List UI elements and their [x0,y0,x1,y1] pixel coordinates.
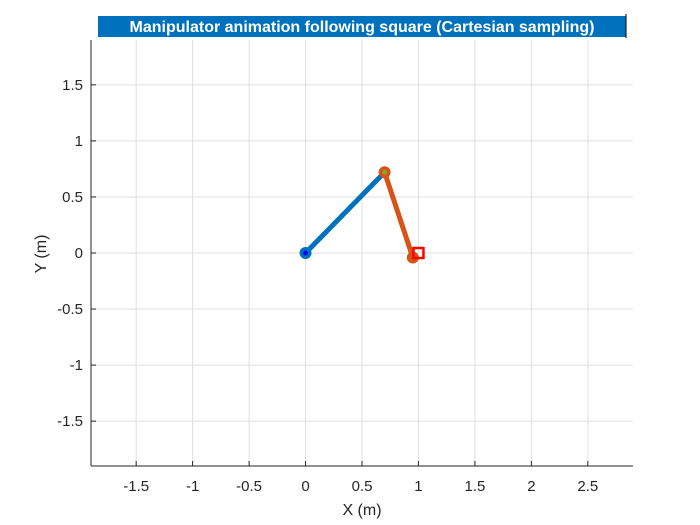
y-tick-label-2: -0.5 [57,301,83,318]
joint-center-marker-0 [303,250,309,256]
y-tick-label-4: 0.5 [62,189,83,206]
x-tick-label-7: 2 [527,478,535,495]
x-tick-label-1: -1 [186,478,199,495]
y-tick-label-1: -1 [70,357,83,374]
x-tick-label-2: -0.5 [236,478,262,495]
x-tick-label-3: 0 [301,478,309,495]
x-tick-label-5: 1 [414,478,422,495]
chart-title: Manipulator animation following square (… [130,19,595,36]
plot-area [299,166,425,264]
title-background [98,16,626,37]
y-axis-label: Y (m) [33,235,50,274]
y-tick-label-3: 0 [75,245,83,262]
y-tick-label-6: 1.5 [62,77,83,94]
y-tick-label-5: 1 [75,133,83,150]
x-tick-label-8: 2.5 [577,478,598,495]
joint-center-marker-1 [382,169,388,175]
y-tick-label-0: -1.5 [57,413,83,430]
link-1-line [303,170,387,255]
x-tick-label-6: 1.5 [464,478,485,495]
x-tick-label-4: 0.5 [352,478,373,495]
ticks: -1.5 -1 -0.5 0 0.5 1 1.5 2 2.5 -1.5 -1 -0.5 0 0.5 1 1.5 [57,77,598,495]
target-marker [412,246,425,260]
x-tick-label-0: -1.5 [123,478,149,495]
plot-title: Manipulator animation following square (… [98,14,627,38]
link-2-line [382,171,416,259]
x-axis-label: X (m) [342,502,381,519]
